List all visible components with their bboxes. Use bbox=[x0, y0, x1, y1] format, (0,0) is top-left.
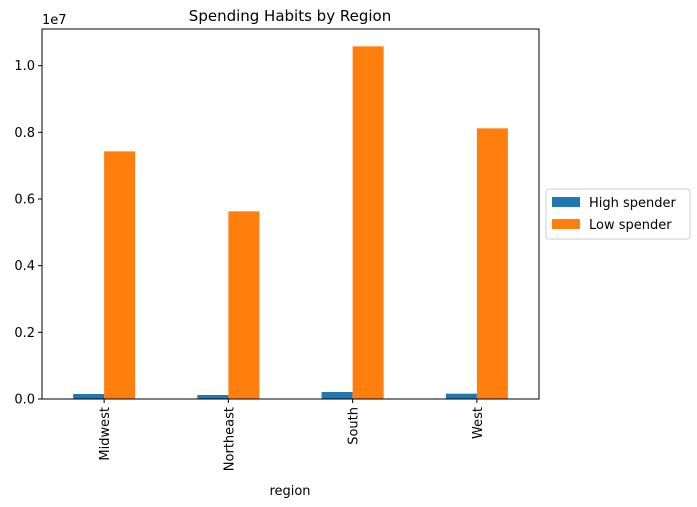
legend-label-low-spender: Low spender bbox=[589, 218, 672, 233]
y-tick-label: 0.8 bbox=[14, 126, 35, 141]
bar-low-spender-northeast bbox=[228, 211, 260, 399]
bar-low-spender-west bbox=[476, 128, 508, 400]
y-axis-offset-label: 1e7 bbox=[42, 13, 67, 28]
x-tick-label: Northeast bbox=[222, 407, 237, 471]
legend-swatch-low-spender bbox=[552, 219, 580, 229]
x-ticks: Midwest Northeast South West bbox=[98, 399, 486, 471]
y-ticks: 0.0 0.2 0.4 0.6 0.8 1.0 bbox=[14, 59, 42, 408]
chart-title: Spending Habits by Region bbox=[189, 7, 391, 25]
y-tick-label: 1.0 bbox=[14, 59, 35, 74]
bar-low-spender-south bbox=[352, 46, 384, 399]
legend-swatch-high-spender bbox=[552, 197, 580, 207]
axes-layer bbox=[41, 28, 540, 400]
y-tick-label: 0.6 bbox=[14, 193, 35, 208]
legend-frame bbox=[545, 188, 691, 240]
x-tick-label: South bbox=[347, 407, 362, 445]
y-tick-label: 0.0 bbox=[14, 393, 35, 408]
x-tick-label: West bbox=[471, 407, 486, 439]
x-tick-label: Midwest bbox=[98, 407, 113, 461]
bar-high-spender-west bbox=[445, 393, 477, 399]
bar-high-spender-northeast bbox=[197, 395, 229, 399]
y-tick-label: 0.4 bbox=[14, 259, 35, 274]
bars-layer bbox=[73, 46, 508, 400]
x-axis-label: region bbox=[269, 484, 310, 499]
bar-high-spender-south bbox=[321, 392, 353, 399]
legend-label-high-spender: High spender bbox=[589, 196, 677, 211]
bar-high-spender-midwest bbox=[73, 394, 105, 399]
bar-low-spender-midwest bbox=[104, 151, 136, 399]
y-tick-label: 0.2 bbox=[14, 326, 35, 341]
legend: High spender Low spender bbox=[545, 188, 691, 240]
plot-frame bbox=[41, 28, 540, 400]
